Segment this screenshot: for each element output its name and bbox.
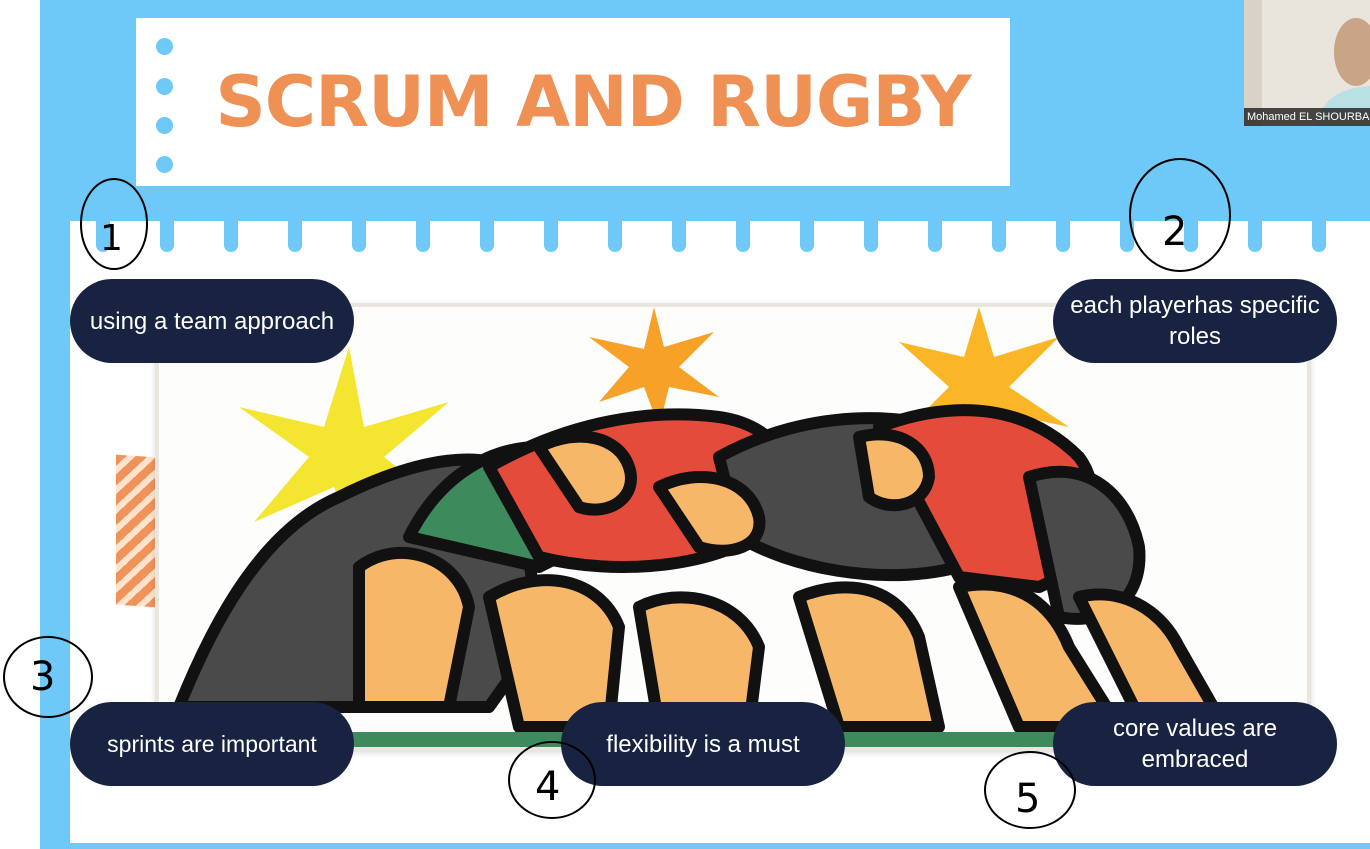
point-5-core-values: core values are embraced	[1053, 702, 1337, 786]
rugby-scrum-illustration	[155, 303, 1311, 751]
burst-yellow	[239, 347, 459, 557]
burst-orange	[589, 307, 719, 427]
burst-amber	[899, 307, 1069, 467]
point-4-flexibility: flexibility is a must	[561, 702, 845, 786]
title-card: SCRUM AND RUGBY	[136, 18, 1010, 186]
point-1-team-approach: using a team approach	[70, 279, 354, 363]
washi-tape	[116, 454, 156, 608]
slide-title: SCRUM AND RUGBY	[215, 61, 971, 143]
participant-name: Mohamed EL SHOURBAGY	[1244, 108, 1370, 126]
point-2-specific-roles: each playerhas specific roles	[1053, 279, 1337, 363]
participant-video-tile[interactable]: Mohamed EL SHOURBAGY	[1244, 0, 1370, 126]
point-3-sprints: sprints are important	[70, 702, 354, 786]
participant-avatar	[1244, 0, 1370, 126]
